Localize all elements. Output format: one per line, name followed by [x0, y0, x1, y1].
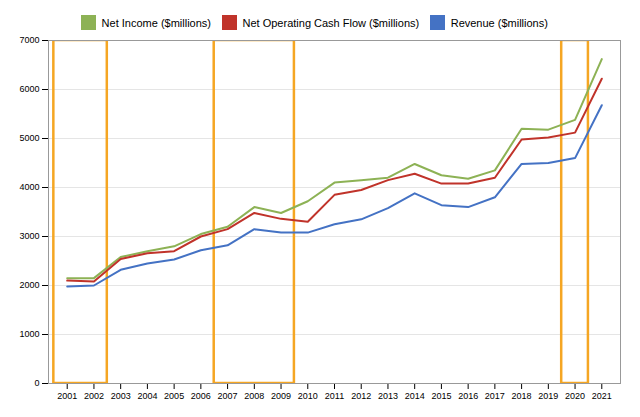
svg-text:2010: 2010 [298, 391, 318, 401]
svg-text:4000: 4000 [19, 182, 39, 192]
svg-text:2015: 2015 [431, 391, 451, 401]
svg-text:2017: 2017 [485, 391, 505, 401]
svg-text:7000: 7000 [19, 35, 39, 45]
svg-text:2019: 2019 [538, 391, 558, 401]
svg-text:2012: 2012 [351, 391, 371, 401]
svg-text:2005: 2005 [164, 391, 184, 401]
html-text:Revenue ($millions): Revenue ($millions) [450, 16, 548, 29]
svg-text:5000: 5000 [19, 133, 39, 143]
svg-text:2006: 2006 [191, 391, 211, 401]
svg-text:1000: 1000 [19, 329, 39, 339]
svg-text:6000: 6000 [19, 84, 39, 94]
svg-text:2004: 2004 [137, 391, 157, 401]
html-text:Net Income ($millions): Net Income ($millions) [101, 16, 211, 29]
svg-text:2016: 2016 [458, 391, 478, 401]
svg-text:2002: 2002 [84, 391, 104, 401]
svg-text:2014: 2014 [405, 391, 425, 401]
svg-text:2007: 2007 [218, 391, 238, 401]
svg-text:2001: 2001 [57, 391, 77, 401]
svg-text:2011: 2011 [325, 391, 344, 401]
svg-text:0: 0 [34, 378, 39, 388]
svg-text:2018: 2018 [512, 391, 532, 401]
svg-text:2003: 2003 [111, 391, 131, 401]
svg-text:2020: 2020 [565, 391, 585, 401]
svg-text:3000: 3000 [19, 231, 39, 241]
svg-text:2021: 2021 [592, 391, 612, 401]
svg-text:2008: 2008 [244, 391, 264, 401]
svg-text:2009: 2009 [271, 391, 291, 401]
svg-text:2000: 2000 [19, 280, 39, 290]
svg-text:2013: 2013 [378, 391, 398, 401]
html-text:Net Operating Cash Flow ($mill: Net Operating Cash Flow ($millions) [242, 16, 420, 29]
